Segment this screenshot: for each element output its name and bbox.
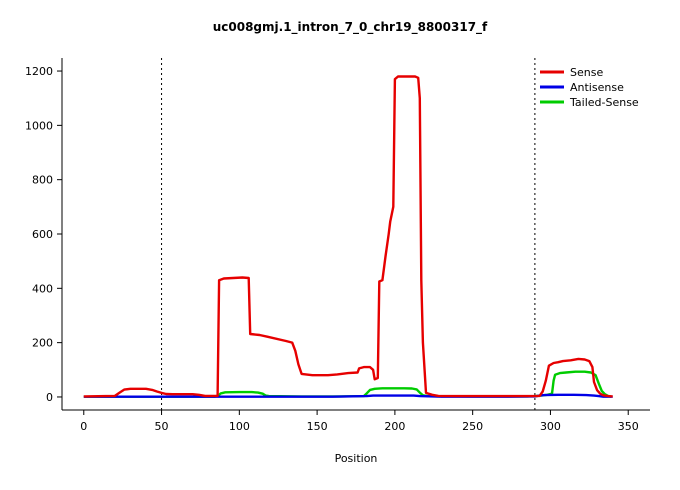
legend-label-tailed-sense: Tailed-Sense	[569, 96, 639, 109]
y-tick-label: 600	[32, 228, 53, 241]
y-tick-label: 800	[32, 174, 53, 187]
x-tick-label: 50	[155, 420, 169, 433]
y-tick-label: 400	[32, 282, 53, 295]
x-tick-label: 0	[80, 420, 87, 433]
x-tick-label: 100	[229, 420, 250, 433]
x-axis-label: Position	[335, 452, 378, 465]
y-tick-label: 1000	[25, 119, 53, 132]
x-tick-label: 150	[307, 420, 328, 433]
y-tick-label: 1200	[25, 65, 53, 78]
series-line-sense	[83, 75, 613, 398]
y-tick-label: 0	[46, 391, 53, 404]
x-tick-label: 200	[384, 420, 405, 433]
x-tick-label: 350	[618, 420, 639, 433]
chart-title: uc008gmj.1_intron_7_0_chr19_8800317_f	[213, 20, 488, 35]
series-line-tailed-sense	[83, 370, 612, 398]
x-tick-label: 300	[540, 420, 561, 433]
legend-label-sense: Sense	[570, 66, 603, 79]
x-tick-label: 250	[462, 420, 483, 433]
y-tick-label: 200	[32, 337, 53, 350]
legend-label-antisense: Antisense	[570, 81, 624, 94]
